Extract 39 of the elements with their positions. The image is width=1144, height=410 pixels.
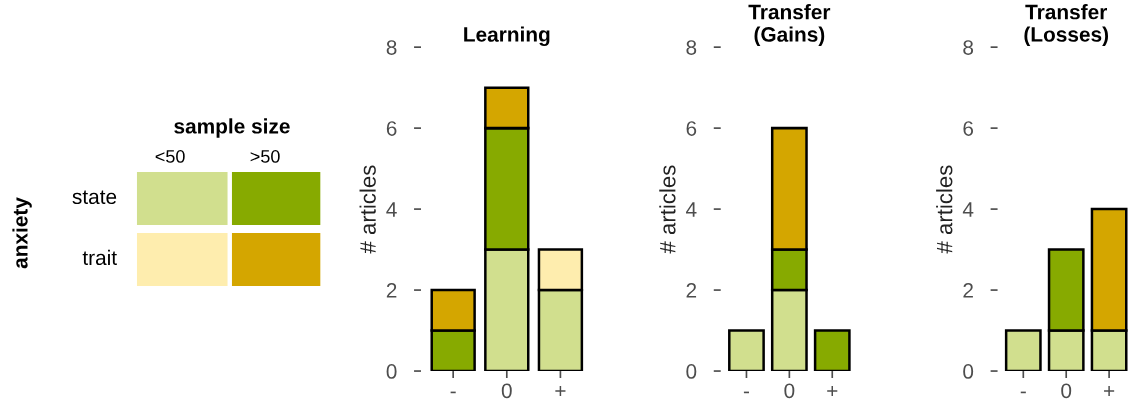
y-tick-label: 0: [963, 364, 974, 379]
category-label: >50: [250, 150, 280, 163]
y-tick-label: 8: [963, 40, 974, 55]
y-tick-label: 6: [686, 121, 697, 136]
category-label: <50: [155, 150, 185, 163]
bar: [1004, 329, 1042, 372]
x-tick-label: +: [555, 385, 566, 397]
x-tick-label: -: [450, 391, 456, 394]
y-axis-title: # articles: [359, 165, 376, 254]
text: sample size: [174, 118, 290, 138]
x-tick-label: +: [1104, 385, 1115, 397]
bar: [813, 329, 851, 372]
y-tick-label: 0: [386, 364, 397, 379]
category-label: trait: [82, 249, 117, 266]
x-tick-label: -: [743, 391, 749, 394]
x-tick-label: 0: [1061, 383, 1072, 399]
y-tick-label: 6: [963, 121, 974, 136]
y-tick-label: 4: [962, 202, 974, 217]
x-tick-label: -: [1020, 391, 1026, 394]
bar: [728, 329, 765, 372]
chart-title: Learning: [464, 26, 550, 47]
y-axis-title: # articles: [936, 165, 953, 254]
y-tick-label: 2: [686, 283, 697, 298]
category-label: state: [72, 190, 117, 205]
x-tick-label: 0: [784, 383, 795, 399]
chart-title: Transfer (Gains): [748, 4, 831, 46]
y-tick-label: 8: [686, 40, 697, 55]
x-tick-label: +: [827, 385, 838, 397]
y-tick-label: 4: [386, 202, 397, 217]
chart-title: Transfer (Losses): [1024, 4, 1109, 46]
y-tick-label: 8: [386, 40, 397, 55]
y-tick-label: 0: [686, 364, 697, 379]
y-tick-label: 2: [963, 283, 973, 298]
y-tick-label: 4: [686, 202, 697, 217]
y-tick-label: 2: [386, 283, 397, 298]
text: anxiety: [12, 197, 32, 269]
x-tick-label: 0: [501, 383, 512, 399]
y-tick-label: 6: [386, 121, 397, 136]
y-axis-title: # articles: [659, 165, 676, 254]
